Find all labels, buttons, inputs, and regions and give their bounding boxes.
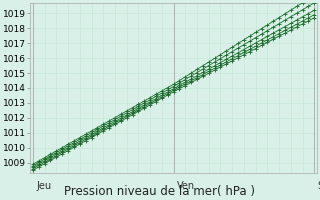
Text: Sam: Sam xyxy=(317,181,320,191)
Text: Jeu: Jeu xyxy=(36,181,51,191)
Text: Ven: Ven xyxy=(177,181,195,191)
Text: Pression niveau de la mer( hPa ): Pression niveau de la mer( hPa ) xyxy=(65,185,255,198)
